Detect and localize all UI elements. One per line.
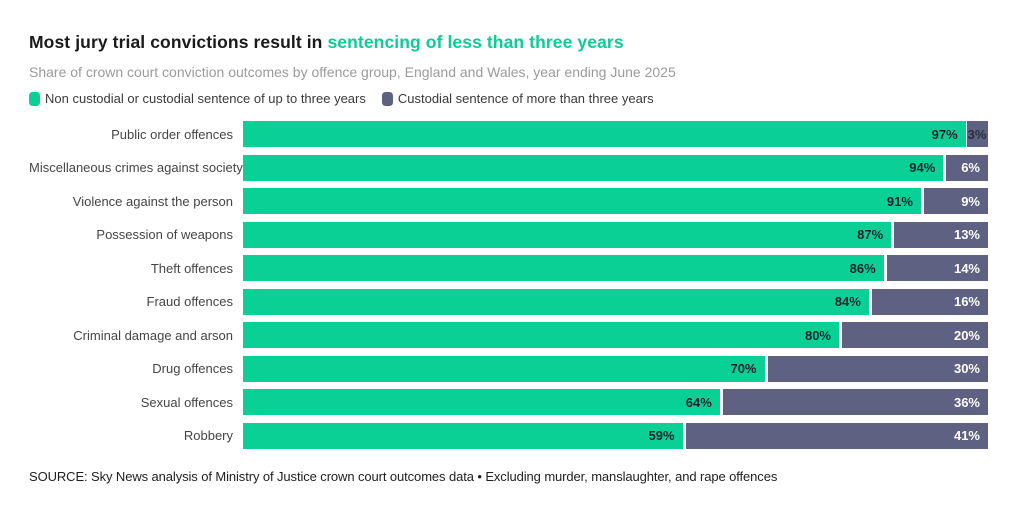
category-label: Robbery xyxy=(183,428,233,443)
bar-track: 84% 16% xyxy=(243,288,988,315)
bar-segment-custodial: 6% xyxy=(946,154,988,181)
legend-item-noncustodial: Non custodial or custodial sentence of u… xyxy=(29,91,366,106)
bar-track: 80% 20% xyxy=(243,322,988,348)
bar-track: 91% 9% xyxy=(243,188,988,214)
bar-segment-noncustodial: 94% xyxy=(243,154,944,181)
bar-track: 59% 41% xyxy=(243,422,988,449)
bar-row: Fraud offences 84% 16% xyxy=(29,288,988,315)
bar-segment-noncustodial: 84% xyxy=(243,288,869,315)
bar-track: 64% 36% xyxy=(243,389,988,415)
category-label: Drug offences xyxy=(152,361,233,376)
bar-segment-noncustodial: 87% xyxy=(243,221,892,248)
legend-item-custodial: Custodial sentence of more than three ye… xyxy=(381,91,654,106)
bar-row: Criminal damage and arson 80% 20% xyxy=(29,322,988,348)
legend-swatch-custodial-icon xyxy=(381,91,393,106)
bar-segment-custodial: 9% xyxy=(923,188,988,214)
bar-segment-custodial: 41% xyxy=(685,422,988,449)
bar-track: 70% 30% xyxy=(243,355,988,382)
bar-segment-custodial: 30% xyxy=(767,355,988,382)
bar-segment-noncustodial: 70% xyxy=(243,355,765,382)
bar-track: 87% 13% xyxy=(243,221,988,248)
bar-segment-noncustodial: 64% xyxy=(243,389,720,415)
bar-segment-custodial: 13% xyxy=(894,221,988,248)
stacked-bar-chart: Public order offences 97% 3% Miscellaneous … xyxy=(29,121,988,449)
bar-row: Miscellaneous crimes against society 94% 6… xyxy=(29,154,988,181)
bar-segment-custodial: 20% xyxy=(842,322,988,348)
bar-track: 94% 6% xyxy=(243,154,988,181)
title-highlight: sentencing of less than three years xyxy=(327,32,624,52)
legend-swatch-noncustodial-icon xyxy=(29,91,40,106)
bar-row: Theft offences 86% 14% xyxy=(29,255,988,281)
category-label: Criminal damage and arson xyxy=(73,327,233,343)
bar-row: Robbery 59% 41% xyxy=(29,422,988,449)
chart-subtitle: Share of crown court conviction outcomes… xyxy=(29,64,676,80)
bar-row: Sexual offences 64% 36% xyxy=(29,389,988,415)
bar-segment-custodial: 16% xyxy=(871,288,988,315)
chart-legend: Non custodial or custodial sentence of u… xyxy=(29,91,988,106)
bar-segment-noncustodial: 80% xyxy=(243,322,839,348)
category-label: Fraud offences xyxy=(146,294,233,309)
bar-segment-noncustodial: 97% xyxy=(243,121,966,147)
category-label: Possession of weapons xyxy=(96,227,233,242)
source-note: SOURCE: Sky News analysis of Ministry of… xyxy=(29,468,778,484)
category-label: Violence against the person xyxy=(72,193,233,209)
bar-segment-custodial: 3% xyxy=(966,121,988,147)
legend-label-noncustodial: Non custodial or custodial sentence of u… xyxy=(45,91,366,106)
category-label: Theft offences xyxy=(150,260,233,276)
bar-row: Public order offences 97% 3% xyxy=(29,121,988,147)
title-prefix: Most jury trial convictions result in xyxy=(29,32,328,52)
bar-segment-noncustodial: 59% xyxy=(243,422,683,449)
page-title: Most jury trial convictions result in se… xyxy=(29,32,988,53)
bar-row: Possession of weapons 87% 13% xyxy=(29,221,988,248)
bar-row: Drug offences 70% 30% xyxy=(29,355,988,382)
bar-track: 86% 14% xyxy=(243,255,988,281)
bar-segment-noncustodial: 91% xyxy=(243,188,921,214)
bar-segment-noncustodial: 86% xyxy=(243,255,884,281)
category-label: Miscellaneous crimes against society xyxy=(29,160,243,175)
bar-row: Violence against the person 91% 9% xyxy=(29,188,988,214)
bar-segment-custodial: 14% xyxy=(886,255,988,281)
bar-segment-custodial: 36% xyxy=(722,389,988,415)
category-label: Sexual offences xyxy=(140,394,233,410)
bar-track: 97% 3% xyxy=(243,121,988,147)
legend-label-custodial: Custodial sentence of more than three ye… xyxy=(397,91,654,106)
category-label: Public order offences xyxy=(111,126,233,142)
